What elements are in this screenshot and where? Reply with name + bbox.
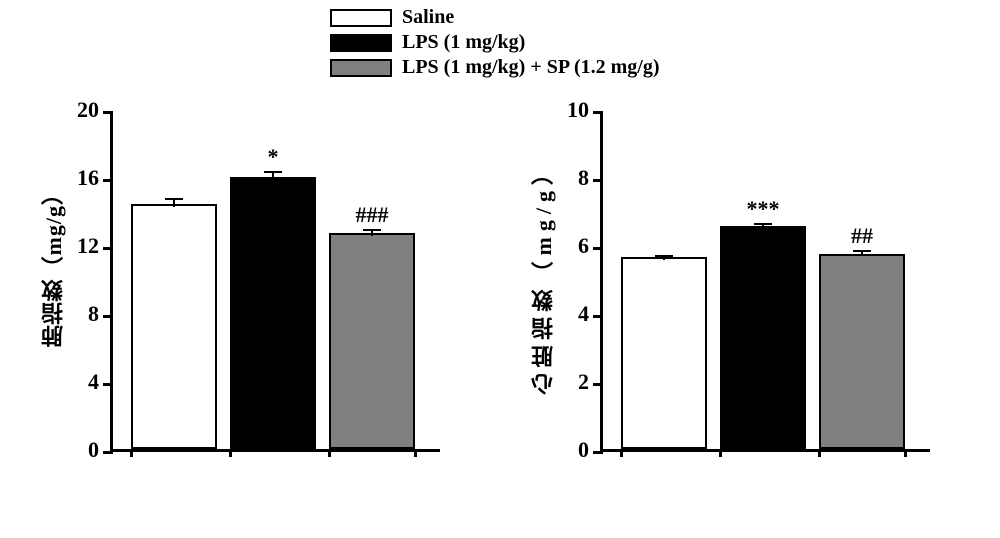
y-tick [593,179,603,182]
y-tick [593,247,603,250]
legend-swatch-lps [330,34,392,52]
y-tick-label: 12 [77,233,99,259]
significance-marker: * [268,144,279,170]
x-tick [328,449,331,457]
error-cap [264,171,282,173]
y-tick-label: 20 [77,97,99,123]
x-tick [818,449,821,457]
legend-label: Saline [402,6,454,29]
error-cap [165,198,183,200]
x-tick [620,449,623,457]
error-bar [173,199,175,208]
y-tick-label: 10 [567,97,589,123]
y-tick-label: 6 [578,233,589,259]
legend-item: Saline [330,6,660,29]
error-cap [363,229,381,231]
lung-index-chart: 肺指数（mg/g） 048121620*### [40,112,440,502]
y-tick [103,247,113,250]
bar [720,226,806,449]
y-tick [103,315,113,318]
y-tick [103,179,113,182]
y-tick-label: 8 [88,301,99,327]
y-tick [103,111,113,114]
legend-label: LPS (1 mg/kg) [402,31,525,54]
bar [819,254,905,450]
x-tick [229,449,232,457]
y-tick-label: 4 [578,301,589,327]
plot-area: 0246810***## [600,112,930,452]
legend: Saline LPS (1 mg/kg) LPS (1 mg/kg) + SP … [330,6,660,81]
error-cap [853,250,871,252]
bar [230,177,316,449]
x-tick [130,449,133,457]
y-tick [593,451,603,454]
error-cap [754,223,772,225]
legend-label: LPS (1 mg/kg) + SP (1.2 mg/g) [402,56,660,79]
y-tick-label: 8 [578,165,589,191]
significance-marker: ## [851,223,873,249]
y-tick [593,383,603,386]
error-cap [655,255,673,257]
x-tick [904,449,907,457]
y-tick-label: 16 [77,165,99,191]
y-tick [593,111,603,114]
y-tick-label: 0 [578,437,589,463]
x-tick [719,449,722,457]
bar [621,257,707,449]
y-axis-title: 肺指数（mg/g） [38,182,70,347]
legend-swatch-lps-sp [330,59,392,77]
legend-item: LPS (1 mg/kg) + SP (1.2 mg/g) [330,56,660,79]
plot-area: 048121620*### [110,112,440,452]
bar [329,233,415,449]
legend-item: LPS (1 mg/kg) [330,31,660,54]
y-tick [593,315,603,318]
significance-marker: ### [356,202,389,228]
y-tick [103,383,113,386]
x-tick [414,449,417,457]
charts-container: 肺指数（mg/g） 048121620*### 心脏指数（mg/g） 02468… [40,112,960,512]
legend-swatch-saline [330,9,392,27]
y-tick [103,451,113,454]
y-tick-label: 2 [578,369,589,395]
significance-marker: *** [747,196,780,222]
y-axis-title: 心脏指数（mg/g） [528,157,560,395]
bar [131,204,217,449]
heart-index-chart: 心脏指数（mg/g） 0246810***## [530,112,930,502]
y-tick-label: 4 [88,369,99,395]
error-bar [272,172,274,181]
y-tick-label: 0 [88,437,99,463]
